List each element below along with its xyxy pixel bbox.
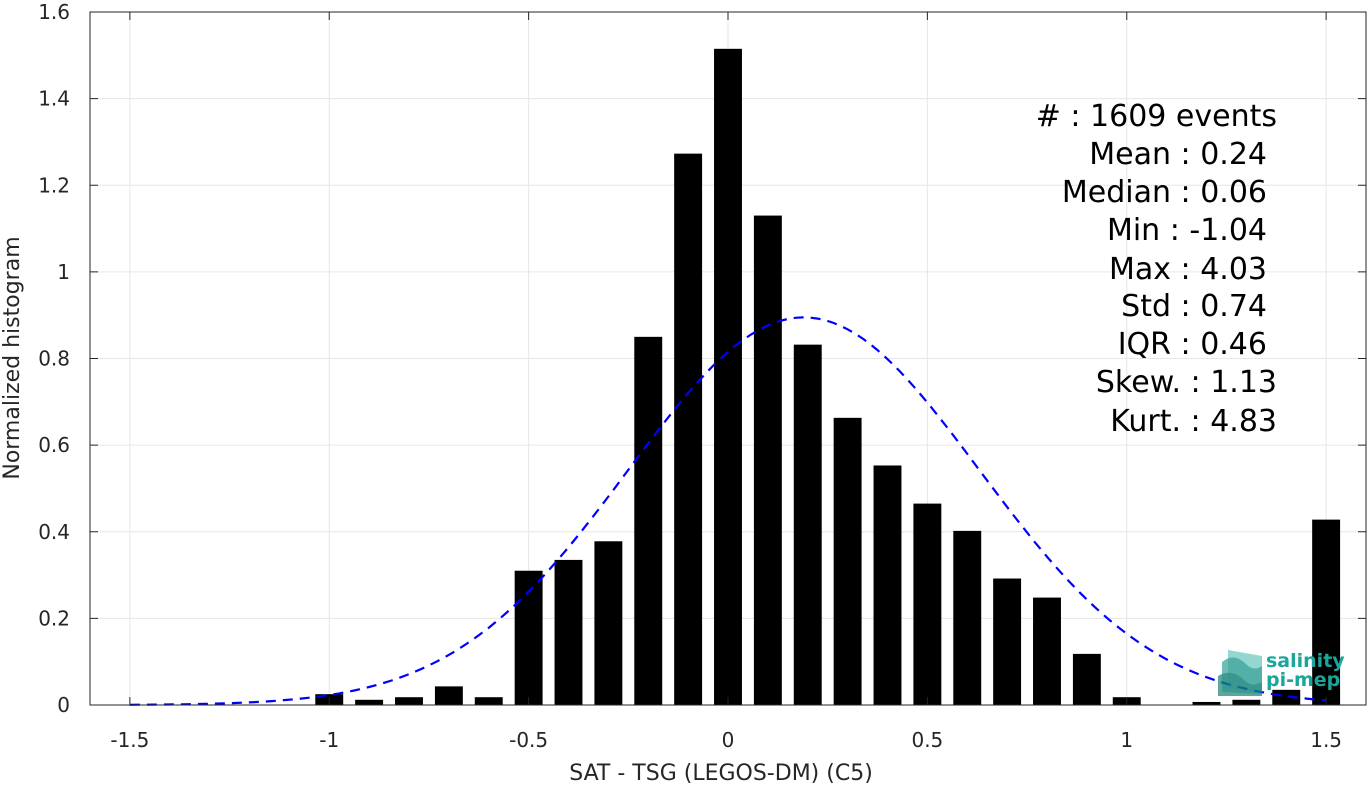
x-tick-label: -1.5 [110,728,149,752]
logo-line2: pi-mep [1266,669,1340,691]
histogram-bar [594,541,623,705]
stat-skew: Skew. : 1.13 [1096,365,1277,400]
x-tick-label: 0.5 [911,728,943,752]
histogram-bar [953,530,982,705]
y-tick-label: 1.2 [38,173,70,197]
stat-median: Median : 0.06 [1062,175,1267,210]
x-tick-label: -0.5 [509,728,548,752]
y-axis-label: Normalized histogram [0,236,25,479]
histogram-bar [355,699,384,705]
y-tick-label: 0.4 [38,520,70,544]
histogram-bar [434,686,463,705]
histogram-bar [1232,699,1261,705]
y-tick-label: 0.6 [38,433,70,457]
stat-min: Min : -1.04 [1107,213,1267,248]
x-tick-label: 0 [722,728,735,752]
histogram-bar [913,503,942,705]
x-tick-label: 1.5 [1310,728,1342,752]
stats-box: # : 1609 events Mean : 0.24 Median : 0.0… [1036,99,1277,439]
histogram-bar [554,559,583,705]
y-tick-label: 0.8 [38,347,70,371]
histogram-bar [474,697,503,705]
stat-max: Max : 4.03 [1109,252,1267,287]
histogram-bar [395,697,423,705]
x-tick-label: 1 [1120,728,1133,752]
histogram-bar [1033,597,1061,705]
histogram-bar [753,215,782,705]
y-tick-label: 0 [57,693,70,717]
histogram-bar [1272,689,1301,705]
stat-events: # : 1609 events [1036,99,1277,134]
y-tick-label: 0.2 [38,606,70,630]
histogram-bar [674,153,703,705]
stat-kurt: Kurt. : 4.83 [1110,404,1277,439]
y-tick-labels: 0 0.2 0.4 0.6 0.8 1 1.2 1.4 1.6 [38,0,70,717]
histogram-bar [1312,519,1341,705]
x-tick-label: -1 [319,728,339,752]
histogram-bar [1192,701,1221,705]
histogram-bar [833,417,862,705]
histogram-bar [714,48,742,706]
stat-mean: Mean : 0.24 [1089,137,1267,172]
ticks [90,11,1366,706]
y-tick-label: 1.4 [38,87,70,111]
histogram-bar [793,344,822,705]
histogram-bar [993,578,1022,705]
y-tick-label: 1.6 [38,0,70,24]
logo-line1: salinity [1266,650,1345,672]
histogram-bar [1072,653,1101,705]
stat-std: Std : 0.74 [1121,289,1267,324]
histogram-bar [634,336,663,705]
y-tick-label: 1 [57,260,70,284]
stat-iqr: IQR : 0.46 [1118,327,1267,362]
salinity-pimep-logo: salinity pi-mep [1218,650,1345,696]
wave-logo-icon [1218,650,1262,696]
x-axis-label: SAT - TSG (LEGOS-DM) (C5) [569,761,873,785]
bars [315,48,1341,706]
histogram-bar [873,465,902,705]
x-tick-labels: -1.5 -1 -0.5 0 0.5 1 1.5 [110,728,1342,752]
